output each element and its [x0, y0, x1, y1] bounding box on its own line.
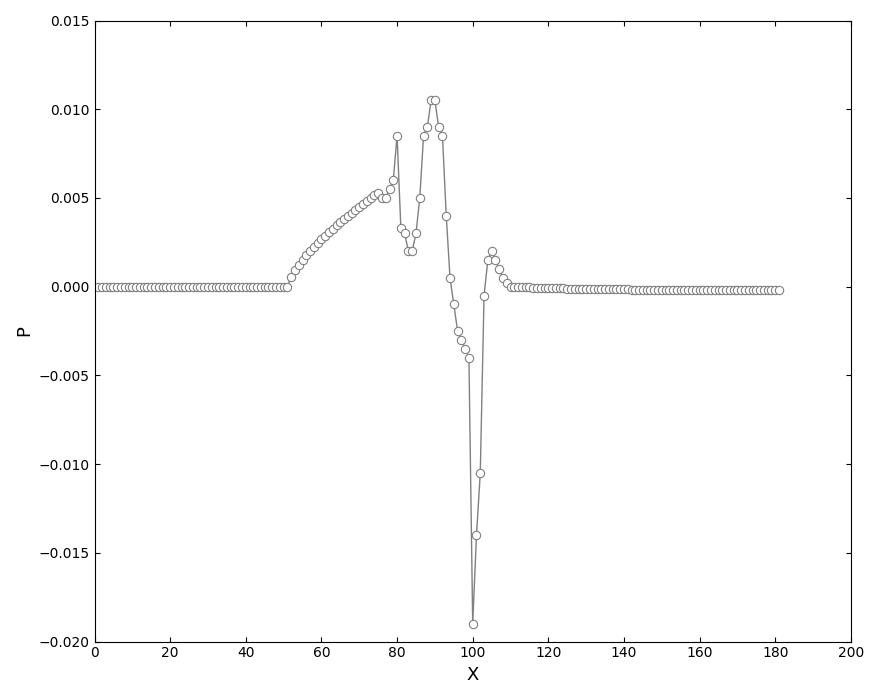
- X-axis label: X: X: [466, 666, 479, 684]
- Y-axis label: P: P: [15, 326, 33, 336]
